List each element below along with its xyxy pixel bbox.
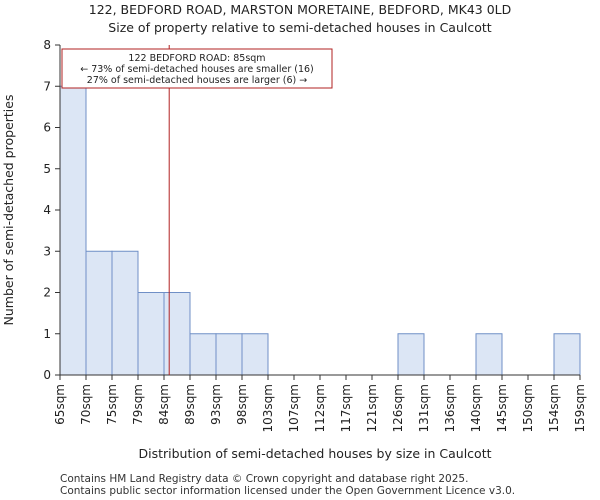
x-tick-label: 121sqm	[365, 384, 379, 432]
x-axis: 65sqm 70sqm 75sqm 79sqm 84sqm 89sqm 93sqm 98sqm…	[53, 374, 587, 432]
bar-65sqm	[59, 85, 87, 376]
y-tick-label: 4	[43, 203, 51, 217]
bar-89sqm	[189, 333, 217, 376]
chart-subtitle: Size of property relative to semi-detach…	[108, 20, 492, 35]
x-tick-label: 140sqm	[469, 384, 483, 432]
x-tick-label: 103sqm	[261, 384, 275, 432]
annotation-line-3: 27% of semi-detached houses are larger (…	[87, 75, 307, 86]
y-tick-label: 2	[43, 286, 51, 300]
bar-70sqm	[85, 250, 113, 376]
x-tick-label: 112sqm	[313, 384, 327, 432]
x-tick-label: 70sqm	[79, 384, 93, 425]
annotation-line-1: 122 BEDFORD ROAD: 85sqm	[128, 53, 265, 64]
y-tick-label: 5	[43, 162, 51, 176]
bar-75sqm	[111, 250, 139, 376]
x-tick-label: 136sqm	[443, 384, 457, 432]
x-tick-label: 126sqm	[391, 384, 405, 432]
x-tick-label: 145sqm	[495, 384, 509, 432]
x-tick-label: 65sqm	[53, 384, 67, 425]
x-tick-label: 79sqm	[131, 384, 145, 425]
bar-154sqm	[553, 333, 581, 376]
bar-140sqm	[475, 333, 503, 376]
y-tick-label: 8	[43, 38, 51, 52]
x-tick-label: 150sqm	[521, 384, 535, 432]
y-tick-label: 6	[43, 121, 51, 135]
y-axis-label: Number of semi-detached properties	[1, 95, 16, 326]
x-tick-label: 107sqm	[287, 384, 301, 432]
bar-79sqm	[137, 292, 165, 376]
bar-98sqm	[241, 333, 269, 376]
x-tick-label: 98sqm	[235, 384, 249, 425]
annotation-line-2: ← 73% of semi-detached houses are smalle…	[80, 64, 314, 75]
bar-93sqm	[215, 333, 243, 376]
y-axis: 0 1 2 3 4 5 6 7 8	[43, 38, 61, 382]
footer-line-1: Contains HM Land Registry data © Crown c…	[60, 473, 469, 485]
histogram-chart: 0 1 2 3 4 5 6 7 8 65sqm 70sqm 75sqm 79sqm 84sqm 89sqm…	[1, 38, 587, 461]
chart-title: 122, BEDFORD ROAD, MARSTON MORETAINE, BE…	[88, 2, 512, 17]
x-tick-label: 93sqm	[209, 384, 223, 425]
x-tick-label: 84sqm	[157, 384, 171, 425]
bars-group	[59, 85, 581, 376]
x-axis-label: Distribution of semi-detached houses by …	[138, 446, 491, 461]
y-tick-label: 0	[43, 368, 51, 382]
y-tick-label: 3	[43, 244, 51, 258]
y-tick-label: 7	[43, 79, 51, 93]
x-tick-label: 159sqm	[573, 384, 587, 432]
footer-line-2: Contains public sector information licen…	[60, 485, 516, 497]
x-tick-label: 89sqm	[183, 384, 197, 425]
y-tick-label: 1	[43, 327, 51, 341]
bar-126sqm	[397, 333, 425, 376]
x-tick-label: 131sqm	[417, 384, 431, 432]
annotation-frame	[61, 48, 333, 89]
x-tick-label: 154sqm	[547, 384, 561, 432]
annotation-box: 122 BEDFORD ROAD: 85sqm← 73% of semi-det…	[61, 48, 333, 89]
bar-84sqm	[163, 292, 191, 376]
x-tick-label: 75sqm	[105, 384, 119, 425]
x-tick-label: 117sqm	[339, 384, 353, 432]
